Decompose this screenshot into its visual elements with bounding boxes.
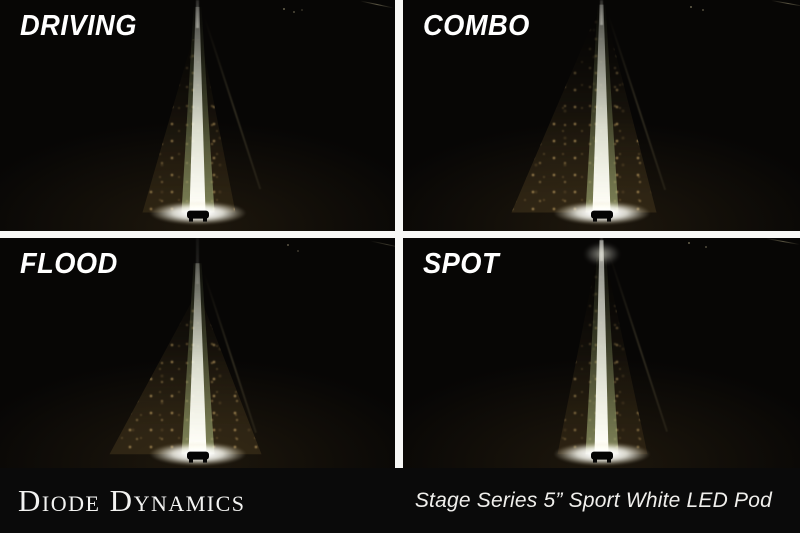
quad-label-spot: SPOT	[423, 248, 500, 280]
led-pod-silhouette	[590, 451, 613, 463]
brand-logo-text: Diode Dynamics	[18, 482, 246, 518]
distant-lights	[690, 6, 692, 8]
quadrant-flood: FLOOD	[0, 238, 395, 468]
distant-road-line	[196, 0, 199, 28]
distant-streak	[771, 0, 800, 7]
quadrant-spot: SPOT	[403, 238, 800, 468]
distant-lights	[688, 242, 690, 244]
distant-glow	[583, 242, 620, 265]
distant-streak	[360, 0, 394, 9]
led-pod-silhouette	[186, 451, 209, 463]
photo-grid: DRIVING COMBO FLOOD	[0, 0, 800, 468]
led-pod-silhouette	[590, 210, 613, 222]
quad-label-flood: FLOOD	[20, 248, 118, 280]
distant-streak	[766, 238, 800, 245]
quad-label-driving: DRIVING	[20, 10, 137, 42]
distant-road-line	[600, 0, 603, 26]
distant-lights	[283, 8, 285, 10]
distant-streak	[370, 240, 395, 249]
quadrant-combo: COMBO	[403, 0, 800, 231]
footer-bar: Diode Dynamics Stage Series 5” Sport Whi…	[0, 468, 800, 533]
distant-road-line	[196, 238, 199, 284]
quad-label-combo: COMBO	[423, 10, 530, 42]
led-pod-silhouette	[186, 210, 209, 222]
quadrant-driving: DRIVING	[0, 0, 395, 231]
product-name: Stage Series 5” Sport White LED Pod	[414, 488, 772, 512]
distant-lights	[287, 244, 289, 246]
